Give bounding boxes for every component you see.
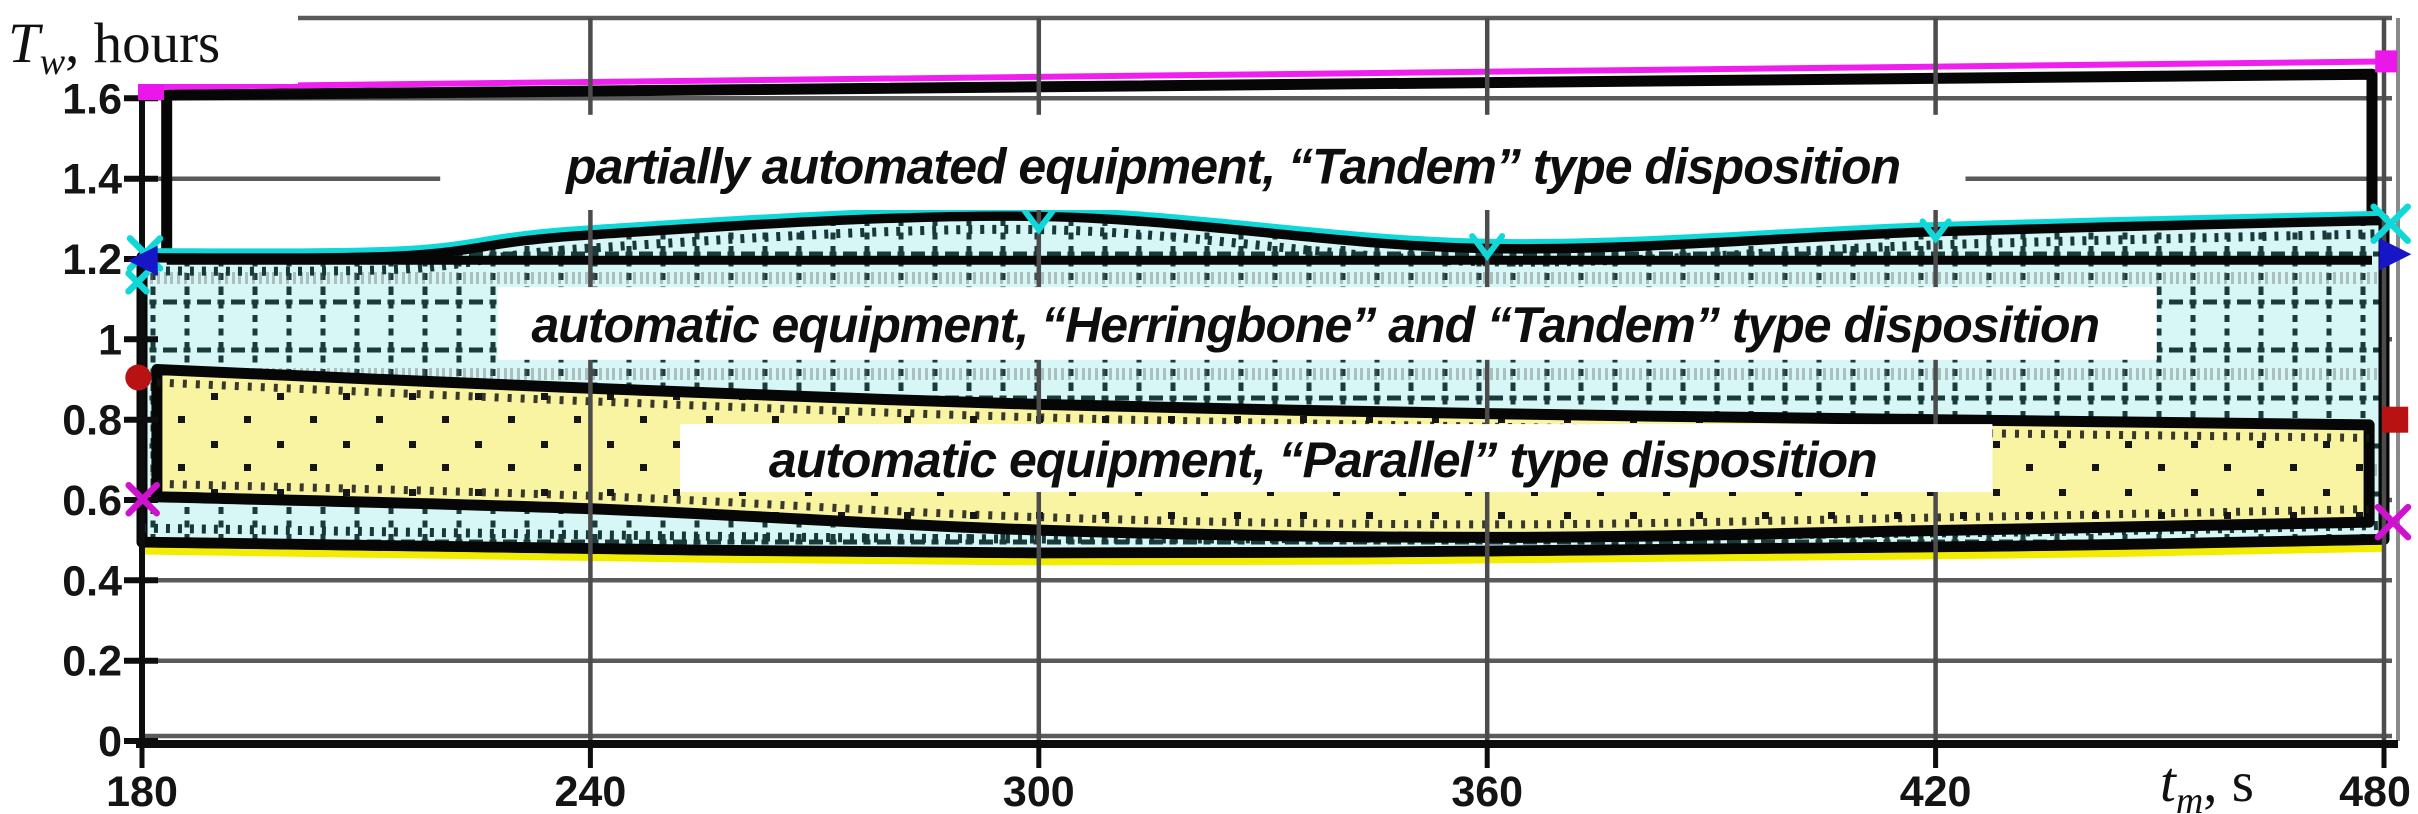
x-tick-label-420: 420 bbox=[1900, 768, 1972, 814]
y-tick-label-1.2: 1.2 bbox=[62, 236, 122, 284]
x-tick-label-300: 300 bbox=[1003, 768, 1075, 814]
band-label-box-partially-automated-tandem bbox=[440, 114, 1966, 210]
marker-circle bbox=[125, 364, 152, 391]
marker-x bbox=[2374, 503, 2412, 541]
band-automatic-parallel-top-fringe bbox=[156, 378, 2370, 442]
y-tick-label-0.6: 0.6 bbox=[62, 477, 122, 525]
x-tick-label-480: 480 bbox=[2339, 768, 2411, 814]
marker-tri-left bbox=[127, 245, 158, 276]
band-label-box-automatic-parallel bbox=[680, 424, 1993, 492]
marker-x bbox=[125, 270, 150, 295]
band-label-automatic-herringbone-tandem: automatic equipment, “Herringbone” and “… bbox=[531, 297, 2099, 353]
y-axis-title-symbol: T bbox=[8, 12, 44, 75]
marker-chevron-down bbox=[1469, 233, 1506, 262]
upper-limit-line bbox=[141, 58, 2392, 91]
marker-x bbox=[125, 481, 160, 517]
y-tick-label-1.4: 1.4 bbox=[62, 156, 122, 204]
x-axis-title-rest: , s bbox=[2203, 751, 2254, 814]
y-tick-label-0.4: 0.4 bbox=[62, 557, 122, 605]
y-tick-label-0: 0 bbox=[98, 718, 122, 766]
y-axis-title-rest: , hours bbox=[65, 12, 220, 75]
band-automatic-parallel-bottom-fringe bbox=[156, 479, 2370, 529]
marker-chevron-down bbox=[1919, 218, 1952, 244]
marker-square bbox=[2382, 406, 2409, 433]
x-axis-title: tm, s bbox=[2160, 751, 2254, 814]
band-label-partially-automated-tandem: partially automated equipment, “Tandem” … bbox=[564, 139, 1900, 195]
lower-limit-line bbox=[141, 544, 2385, 566]
band-label-box-automatic-herringbone-tandem bbox=[497, 287, 2157, 360]
x-tick-label-240: 240 bbox=[555, 768, 627, 814]
x-axis-title-subscript: m bbox=[2176, 780, 2203, 814]
y-tick-label-1: 1 bbox=[98, 316, 122, 364]
marker-x bbox=[2370, 203, 2411, 244]
x-tick-label-360: 360 bbox=[1451, 768, 1523, 814]
x-axis-title-symbol: t bbox=[2160, 751, 2177, 814]
band-automatic-herringbone-tandem-top-fringe bbox=[141, 224, 2385, 276]
marker-square bbox=[2375, 50, 2398, 73]
marker-tri-right bbox=[2379, 238, 2412, 271]
band-label-automatic-parallel: automatic equipment, “Parallel” type dis… bbox=[769, 432, 1877, 488]
x-tick-label-180: 180 bbox=[106, 768, 178, 814]
marker-chevron-down bbox=[1020, 206, 1057, 235]
y-axis-title: Tw, hours bbox=[8, 12, 220, 83]
herringbone-top-edge bbox=[141, 206, 2385, 254]
y-tick-label-0.2: 0.2 bbox=[62, 638, 122, 686]
y-axis-title-plate bbox=[0, 4, 298, 84]
y-tick-label-0.8: 0.8 bbox=[62, 397, 122, 445]
y-axis-title-subscript: w bbox=[40, 41, 66, 83]
